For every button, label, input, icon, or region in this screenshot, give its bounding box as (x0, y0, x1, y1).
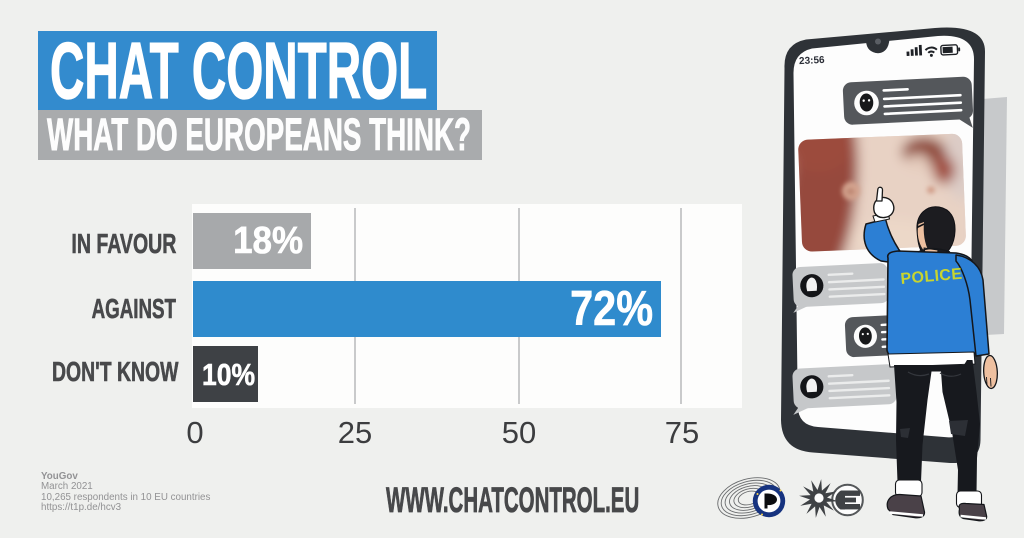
svg-text:POLICE: POLICE (900, 266, 963, 288)
svg-text:23:56: 23:56 (799, 55, 825, 67)
